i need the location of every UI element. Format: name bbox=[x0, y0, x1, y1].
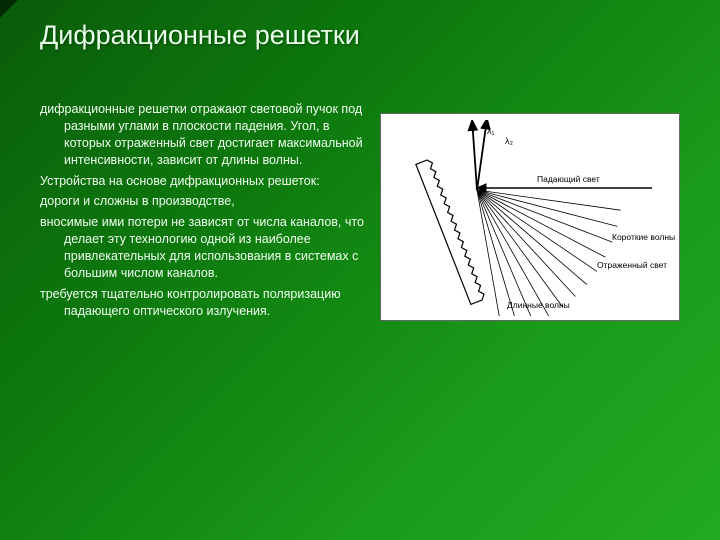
svg-text:λ₂: λ₂ bbox=[505, 136, 514, 146]
diagram-column: λ₁ λ₂ Падающий свет Короткие волны Отраженны… bbox=[380, 101, 680, 324]
paragraph: требуется тщательно контролировать поляр… bbox=[40, 286, 365, 320]
paragraph: Устройства на основе дифракционных решет… bbox=[40, 173, 365, 190]
paragraph: дифракционные решетки отражают световой … bbox=[40, 101, 365, 169]
slide-title: Дифракционные решетки bbox=[0, 0, 720, 51]
svg-text:Падающий свет: Падающий свет bbox=[537, 174, 600, 184]
content-area: дифракционные решетки отражают световой … bbox=[0, 51, 720, 344]
svg-text:λ₁: λ₁ bbox=[487, 126, 495, 136]
svg-text:Длинные волны: Длинные волны bbox=[507, 300, 570, 310]
paragraph: вносимые ими потери не зависят от числа … bbox=[40, 214, 365, 282]
corner-accent bbox=[0, 0, 18, 18]
paragraph: дороги и сложны в производстве, bbox=[40, 193, 365, 210]
text-column: дифракционные решетки отражают световой … bbox=[40, 101, 380, 324]
svg-text:Отраженный свет: Отраженный свет bbox=[597, 260, 667, 270]
svg-text:Короткие волны: Короткие волны bbox=[612, 232, 675, 242]
diagram-svg: λ₁ λ₂ Падающий свет Короткие волны Отраженны… bbox=[387, 120, 675, 316]
diffraction-diagram: λ₁ λ₂ Падающий свет Короткие волны Отраженны… bbox=[380, 113, 680, 321]
